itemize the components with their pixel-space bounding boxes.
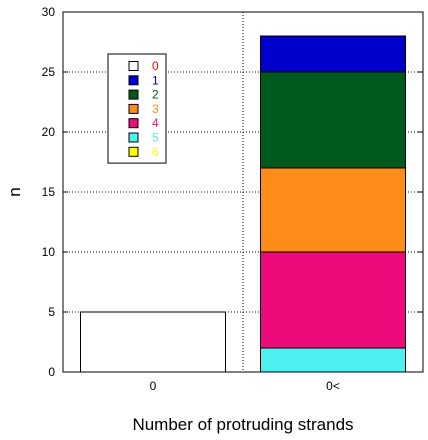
legend-label-5: 5 bbox=[152, 131, 159, 145]
bar-segment-0<-series-2 bbox=[260, 71, 406, 169]
legend-label-6: 6 bbox=[152, 145, 159, 159]
legend-swatch-6 bbox=[128, 146, 139, 157]
legend-swatch-3 bbox=[128, 103, 139, 114]
y-axis-title: n bbox=[5, 187, 24, 196]
legend-label-0: 0 bbox=[152, 59, 159, 73]
y-tick-label: 0 bbox=[48, 365, 55, 379]
y-tick-label: 5 bbox=[48, 305, 55, 319]
bar-segment-0<-series-5 bbox=[260, 347, 406, 373]
y-tick-label: 25 bbox=[42, 65, 56, 79]
legend-swatch-0 bbox=[128, 61, 139, 71]
legend-swatch-1 bbox=[128, 75, 139, 86]
legend-label-1: 1 bbox=[152, 73, 159, 87]
legend-swatch-4 bbox=[128, 118, 139, 129]
legend-label-4: 4 bbox=[152, 116, 159, 130]
legend-label-3: 3 bbox=[152, 102, 159, 116]
bars bbox=[80, 35, 406, 373]
legend-swatch-5 bbox=[128, 132, 139, 143]
x-tick-label: 0 bbox=[150, 379, 157, 393]
legend-swatch-2 bbox=[128, 89, 139, 100]
x-tick-label: 0< bbox=[326, 379, 340, 393]
y-tick-label: 15 bbox=[42, 185, 56, 199]
x-axis-title: Number of protruding strands bbox=[132, 415, 353, 434]
y-tick-label: 20 bbox=[42, 125, 56, 139]
bar-segment-0-series-0 bbox=[80, 311, 226, 373]
bar-segment-0<-series-1 bbox=[260, 35, 406, 73]
bar-segment-0<-series-3 bbox=[260, 167, 406, 253]
y-tick-label: 30 bbox=[42, 5, 56, 19]
bar-segment-0<-series-4 bbox=[260, 251, 406, 349]
y-tick-label: 10 bbox=[42, 245, 56, 259]
legend-label-2: 2 bbox=[152, 88, 159, 102]
